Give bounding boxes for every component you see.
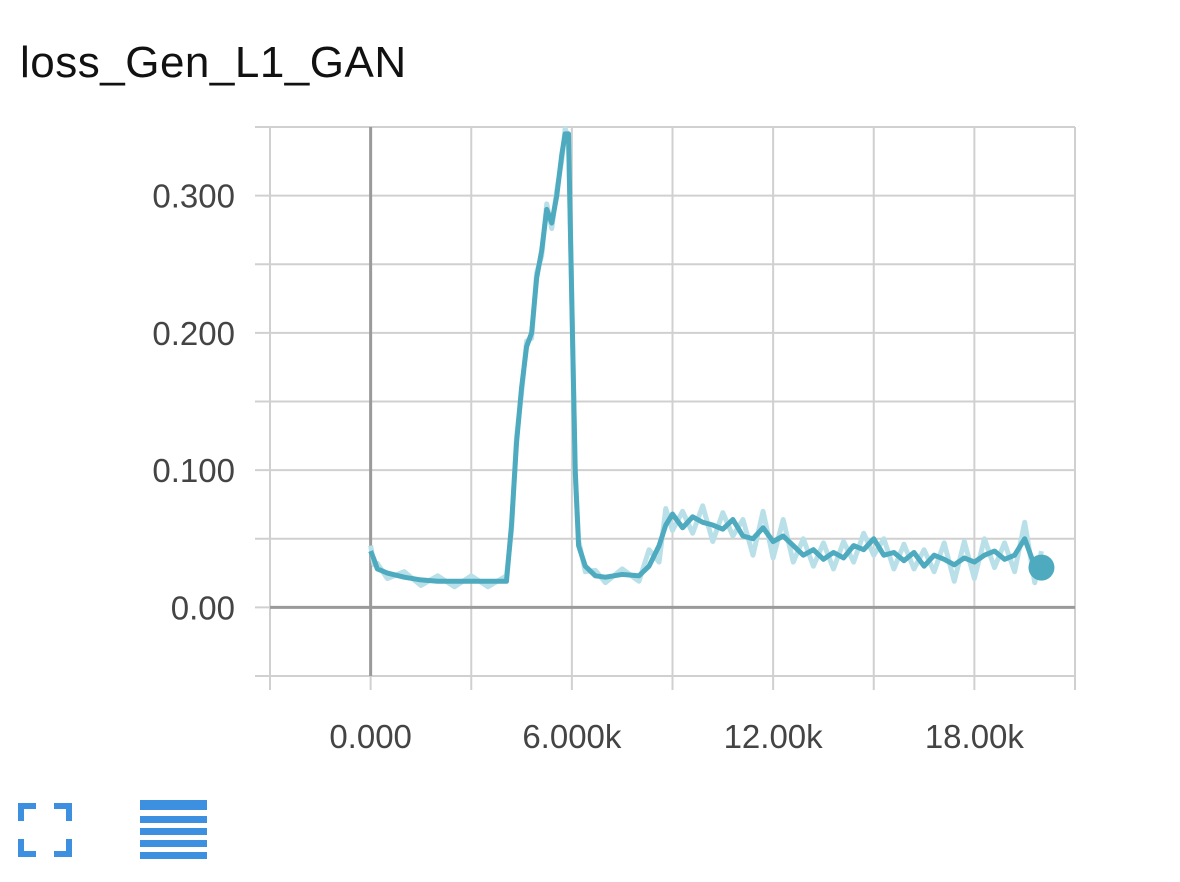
- line-chart: 0.00 0.100 0.200 0.300 0.000 6.000k 12.00k 18.0…: [152, 125, 1076, 755]
- x-tick-label: 6.000k: [522, 718, 622, 755]
- x-tick-label: 18.00k: [925, 718, 1025, 755]
- y-tick-label: 0.00: [171, 589, 235, 626]
- fullscreen-icon[interactable]: [18, 803, 72, 857]
- chart-title: loss_Gen_L1_GAN: [20, 38, 407, 87]
- y-tick-label: 0.200: [152, 315, 235, 352]
- series-line: [368, 131, 1042, 584]
- y-tick-label: 0.100: [152, 452, 235, 489]
- x-tick-label: 12.00k: [724, 718, 824, 755]
- x-tick-label: 0.000: [329, 718, 412, 755]
- y-tick-label: 0.300: [152, 178, 235, 215]
- menu-lines-icon[interactable]: [140, 800, 207, 860]
- series-end-point: [1028, 554, 1055, 581]
